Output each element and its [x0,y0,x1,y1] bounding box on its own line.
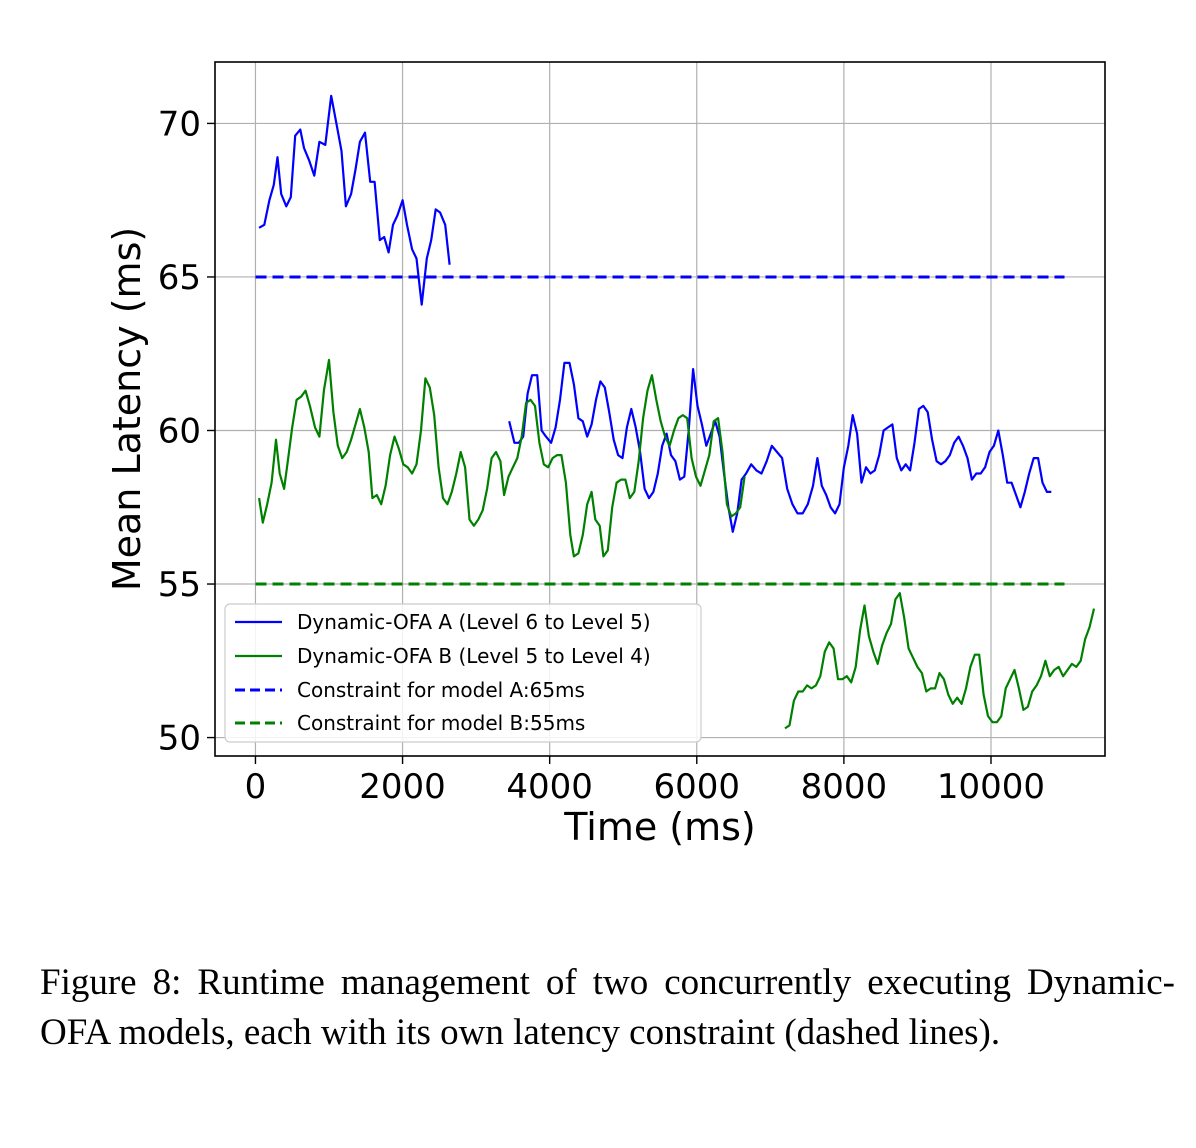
series-model-a-segment-2 [508,361,1052,533]
x-tick-label: 0 [245,767,267,807]
y-tick-label: 50 [158,719,201,759]
x-tick-label: 6000 [654,767,741,807]
x-tick-label: 10000 [937,767,1045,807]
legend-box [224,603,702,743]
x-axis-title: Time (ms) [563,805,756,849]
y-tick-label: 65 [158,258,201,298]
series-layer [255,94,1096,730]
y-tick-label: 55 [158,565,201,605]
x-tick-label: 8000 [801,767,888,807]
legend-label-constraint-b: Constraint for model B:55ms [297,711,585,735]
x-tick-label: 4000 [506,767,593,807]
plot-frame [214,61,1106,757]
x-tick-label: 2000 [359,767,446,807]
series-model-b-segment-1 [258,358,746,558]
legend-label-a: Dynamic-OFA A (Level 6 to Level 5) [297,610,651,634]
legend-label-b: Dynamic-OFA B (Level 5 to Level 4) [297,644,651,668]
y-tick-label: 70 [158,104,201,144]
axis-ticks: 0 2000 4000 6000 8000 10000 50 55 60 65 70 [158,104,1045,807]
y-axis-title: Mean Latency (ms) [105,227,149,591]
figure-caption: Figure 8: Runtime management of two conc… [40,962,1175,1053]
y-tick-label: 60 [158,411,201,451]
legend: Dynamic-OFA A (Level 6 to Level 5) Dynam… [224,603,702,743]
series-model-a-segment-1 [258,94,451,306]
legend-label-constraint-a: Constraint for model A:65ms [297,678,585,702]
series-model-b-segment-2 [784,592,1096,730]
